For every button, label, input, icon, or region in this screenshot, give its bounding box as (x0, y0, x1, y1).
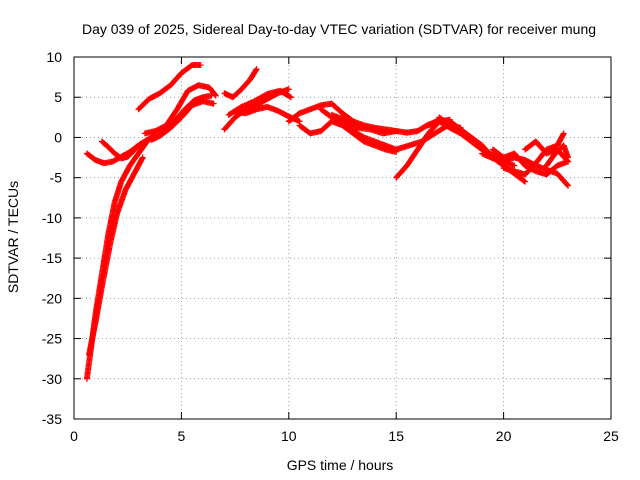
series-arc-mid-d (232, 103, 303, 125)
series-arc-early-rise-2 (86, 154, 146, 358)
y-tick-label: -10 (42, 210, 62, 226)
data-point (511, 162, 518, 169)
y-axis-label: SDTVAR / TECUs (5, 181, 21, 293)
data-point (564, 181, 571, 188)
data-point (208, 92, 215, 99)
data-point (565, 182, 572, 189)
series-arc-late-d (328, 111, 410, 137)
chart-title: Day 039 of 2025, Sidereal Day-to-day VTE… (82, 21, 596, 37)
data-point (253, 66, 260, 73)
data-point (521, 177, 528, 184)
data-points (83, 62, 572, 382)
series-arc-late-n (543, 142, 572, 169)
y-tick-label: -5 (50, 170, 63, 186)
data-point (137, 140, 144, 147)
y-tick-label: 10 (46, 49, 62, 65)
data-point (286, 93, 293, 100)
plot-frame (73, 56, 612, 420)
x-tick-label: 15 (388, 428, 404, 444)
series-arc-upper-d (156, 92, 215, 137)
x-tick-label: 5 (178, 428, 186, 444)
x-axis-label: GPS time / hours (287, 457, 394, 473)
data-point (522, 178, 529, 185)
series-arc-mid-a (221, 66, 260, 101)
data-point (285, 86, 292, 93)
y-tick-label: 0 (54, 129, 62, 145)
y-tick-label: -30 (42, 371, 62, 387)
x-tick-label: 20 (496, 428, 512, 444)
data-point (560, 130, 567, 137)
y-axis-ticks: -35 -30 -25 -20 -15 -10 -5 0 5 10 (42, 49, 611, 427)
y-tick-label: -35 (42, 411, 62, 427)
series-arc-early-rise (83, 130, 159, 382)
data-point (252, 67, 259, 74)
data-point (139, 154, 146, 161)
data-point (211, 91, 218, 98)
x-axis-ticks: 0 5 10 15 20 25 (70, 57, 619, 444)
data-point (136, 141, 143, 148)
x-tick-label: 25 (603, 428, 619, 444)
y-tick-label: -20 (42, 290, 62, 306)
y-tick-label: 5 (54, 89, 62, 105)
data-point (197, 62, 204, 69)
data-point (287, 94, 294, 101)
series-arc-upper-a (135, 62, 204, 113)
x-tick-label: 10 (281, 428, 297, 444)
x-tick-label: 0 (70, 428, 78, 444)
series-arc-upper-b (141, 82, 219, 137)
grid-lines (74, 57, 611, 419)
y-tick-label: -15 (42, 250, 62, 266)
series-arc-early-dip (98, 138, 144, 162)
series-arc-mid-c (225, 87, 294, 118)
data-point (210, 100, 217, 107)
data-point (565, 154, 572, 161)
y-tick-label: -25 (42, 331, 62, 347)
